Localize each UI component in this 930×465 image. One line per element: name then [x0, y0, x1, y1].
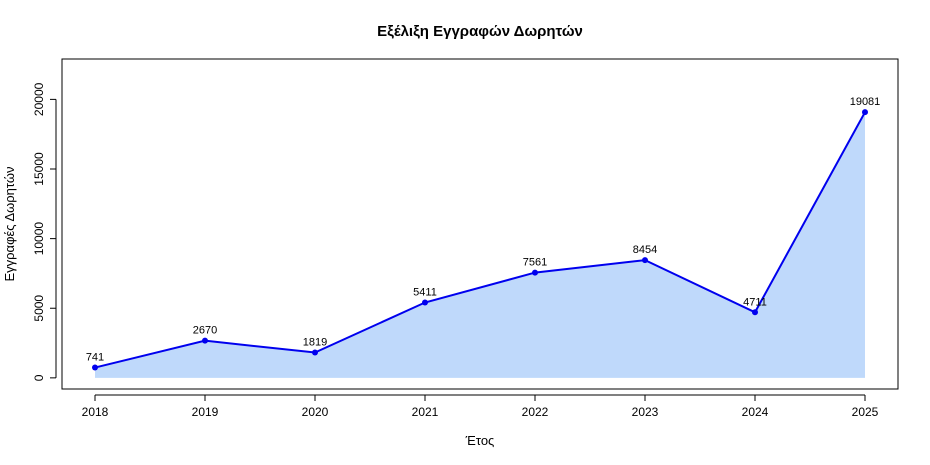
data-point	[422, 299, 428, 306]
x-axis-label: Έτος	[465, 433, 495, 448]
x-tick-label: 2021	[412, 405, 439, 419]
y-tick-label: 15000	[32, 152, 46, 186]
data-label: 4711	[743, 296, 767, 308]
y-axis: 0 5000 10000 15000 20000	[32, 82, 57, 381]
data-point	[312, 349, 318, 356]
data-label: 5411	[413, 287, 437, 299]
x-tick-label: 2019	[192, 405, 219, 419]
data-point	[92, 364, 98, 371]
y-tick-label: 5000	[32, 295, 46, 322]
x-tick-label: 2025	[852, 405, 879, 419]
data-label: 19081	[850, 96, 881, 108]
data-point	[862, 109, 868, 116]
series-line	[94, 111, 866, 369]
data-point	[752, 309, 758, 316]
area-fill	[95, 112, 865, 378]
data-label: 1819	[303, 337, 327, 349]
line-layer: 741 2670 1819 5411 7561 8454 4711 19081	[86, 96, 881, 371]
x-tick-label: 2020	[302, 405, 329, 419]
area-layer	[95, 112, 865, 378]
y-tick-label: 20000	[32, 82, 46, 116]
y-tick-label: 10000	[32, 222, 46, 256]
x-tick-label: 2022	[522, 405, 549, 419]
data-point	[642, 257, 648, 264]
data-label: 2670	[193, 325, 217, 337]
x-tick-label: 2023	[632, 405, 659, 419]
x-tick-label: 2018	[82, 405, 109, 419]
plot-frame	[61, 58, 899, 390]
data-point	[202, 337, 208, 344]
data-label: 741	[86, 352, 104, 364]
x-tick-label: 2024	[742, 405, 769, 419]
x-axis: 2018 2019 2020 2021 2022 2023 2024 2025	[82, 394, 879, 419]
chart-title: Εξέλιξη Εγγραφών Δωρητών	[377, 23, 583, 40]
data-point	[532, 269, 538, 276]
y-axis-label: Εγγραφές Δωρητών	[2, 166, 17, 281]
y-tick-label: 0	[32, 374, 46, 381]
data-label: 8454	[633, 244, 657, 256]
data-label: 7561	[523, 257, 547, 269]
